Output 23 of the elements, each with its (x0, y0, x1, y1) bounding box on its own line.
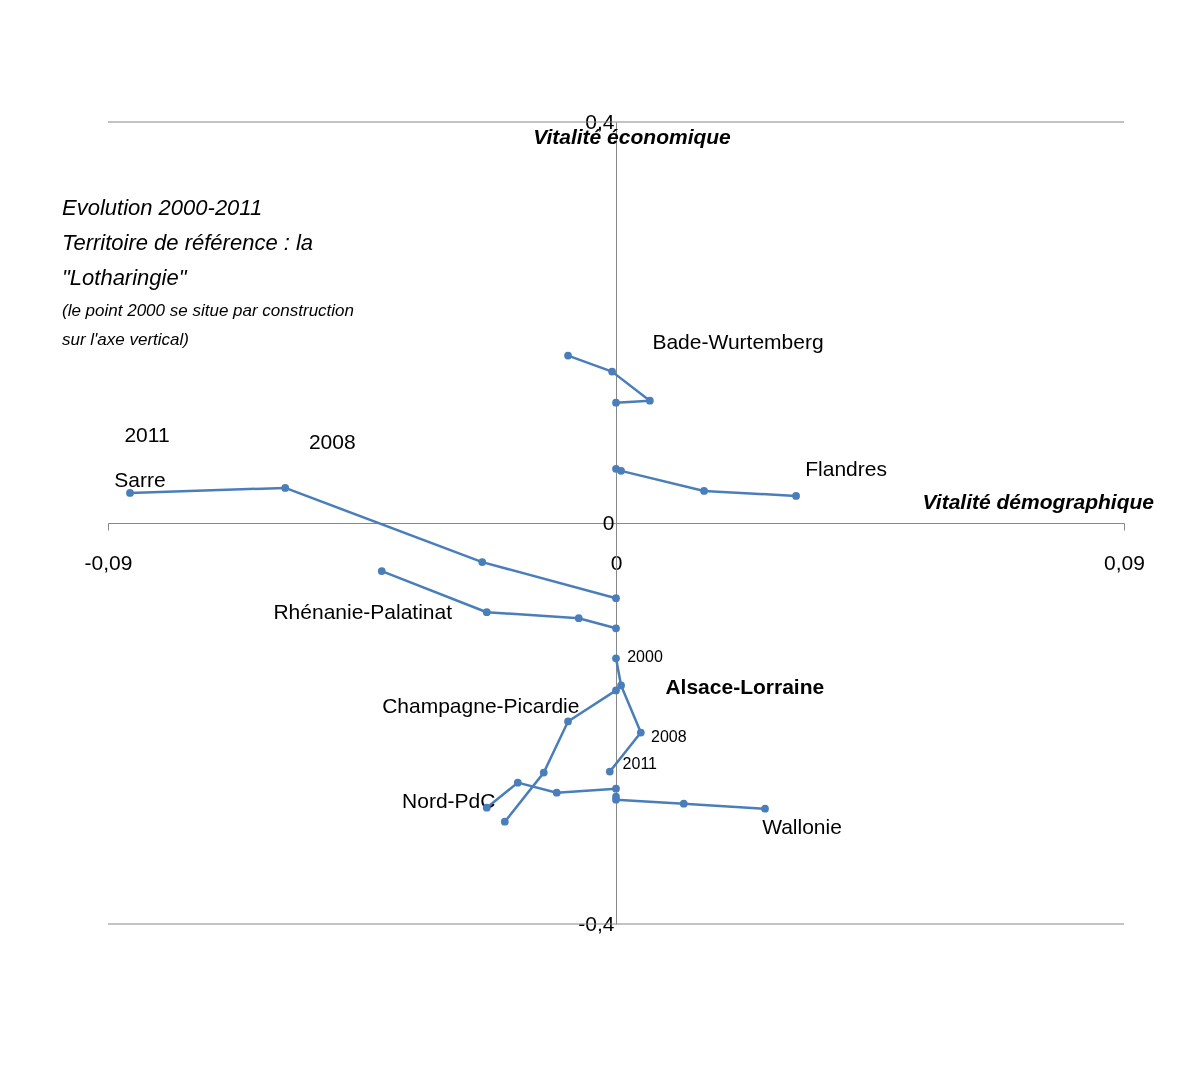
series-label: Nord-PdC (402, 788, 496, 812)
series-label: Rhénanie-Palatinat (273, 600, 453, 624)
y-tick-label: 0 (602, 510, 615, 534)
annotation: sur l'axe vertical) (62, 330, 190, 349)
annotation: (le point 2000 se situe par construction (62, 301, 355, 320)
y-tick-label: -0,4 (578, 911, 615, 935)
annotation: 2008 (651, 727, 687, 745)
annotation: "Lotharingie" (62, 265, 188, 290)
series-label: Alsace-Lorraine (665, 674, 825, 698)
series-label: Sarre (114, 467, 166, 491)
series-label: Flandres (805, 456, 887, 480)
series-label: Champagne-Picardie (382, 693, 580, 717)
series-label: Bade-Wurtemberg (652, 329, 824, 353)
annotation: Evolution 2000-2011 (62, 195, 263, 220)
x-tick-label: 0,09 (1104, 550, 1145, 574)
annotation: 2011 (622, 754, 658, 772)
annotation: 2000 (627, 648, 663, 666)
annotation: 2011 (124, 422, 170, 446)
x-tick-label: -0,09 (84, 550, 133, 574)
annotation: 2008 (308, 429, 356, 453)
series-label: Wallonie (762, 814, 842, 838)
x-axis-title: Vitalité démographique (922, 490, 1155, 513)
annotation: Territoire de référence : la (62, 230, 314, 255)
